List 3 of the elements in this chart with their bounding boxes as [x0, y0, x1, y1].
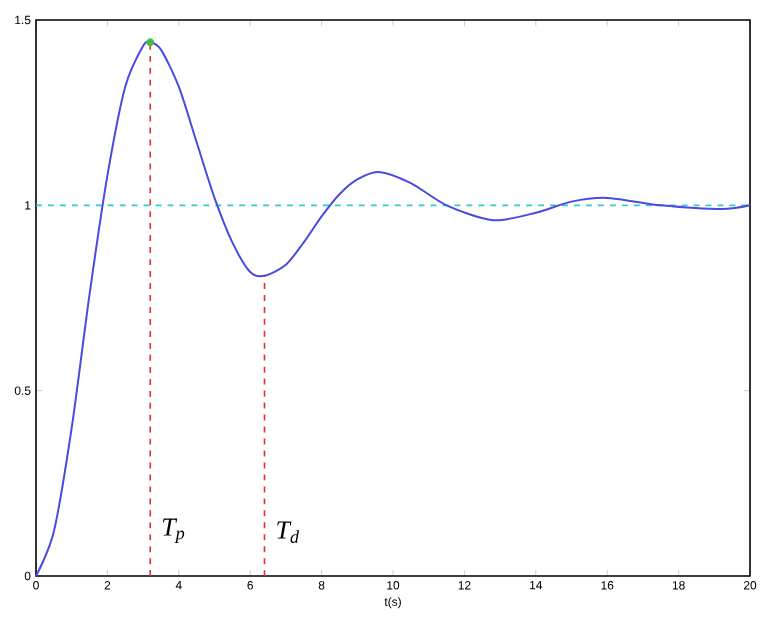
annotation: T$_{d}$	[277, 521, 300, 544]
line-series	[35, 41, 752, 577]
annotation: T$_{p}$	[162, 518, 185, 543]
